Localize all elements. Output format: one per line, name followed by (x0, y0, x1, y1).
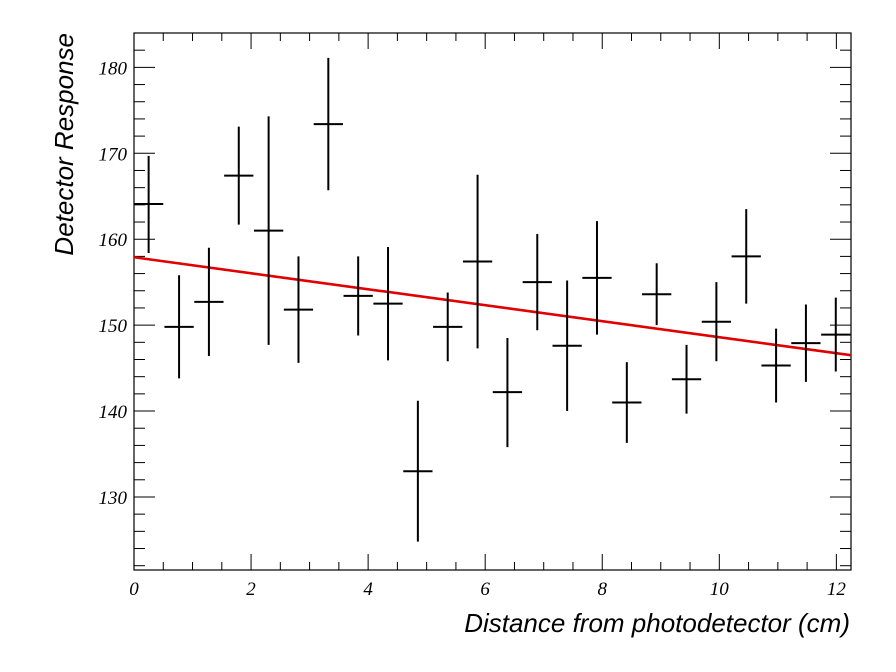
y-tick-label: 170 (99, 144, 128, 165)
x-tick-label: 10 (710, 579, 730, 600)
plot-border (133, 32, 852, 571)
y-axis-title: Detector Response (49, 33, 79, 256)
data-point (612, 362, 642, 443)
x-tick-label: 4 (363, 579, 373, 600)
data-point (731, 209, 761, 304)
data-point (373, 246, 403, 361)
fit-line (133, 255, 852, 357)
data-point (253, 116, 284, 345)
x-axis-ticks: 0 2 4 6 8 10 12 (129, 33, 846, 600)
data-point (164, 275, 194, 379)
x-tick-label: 2 (246, 579, 256, 600)
data-point (224, 126, 254, 225)
data-point (134, 155, 164, 253)
x-tick-label: 6 (480, 579, 490, 600)
y-tick-label: 140 (99, 402, 128, 423)
data-point (582, 221, 612, 335)
x-tick-label: 8 (597, 579, 607, 600)
data-point (462, 174, 493, 349)
data-point (492, 338, 523, 448)
x-tick-label: 0 (129, 579, 139, 600)
data-point (791, 304, 821, 382)
data-point (433, 292, 463, 362)
data-point (522, 234, 552, 331)
data-point (701, 282, 732, 362)
data-point (552, 280, 582, 412)
data-point (283, 256, 314, 363)
y-tick-label: 180 (99, 58, 128, 79)
y-tick-label: 160 (99, 230, 128, 251)
data-points-layer (134, 57, 851, 542)
y-axis-ticks: 130 140 150 160 170 180 (99, 32, 851, 567)
y-tick-label: 150 (99, 316, 128, 337)
plot-frame (133, 32, 852, 571)
data-point (761, 328, 791, 403)
x-tick-label: 12 (827, 579, 847, 600)
data-point (403, 400, 433, 542)
data-point (821, 297, 851, 372)
data-point (313, 57, 343, 191)
x-axis-title: Distance from photodetector (cm) (464, 608, 850, 638)
fit-line-layer (133, 255, 852, 357)
data-point (343, 256, 373, 336)
data-point (194, 247, 224, 357)
data-point (642, 263, 672, 326)
y-tick-label: 130 (99, 488, 128, 509)
data-point (671, 344, 702, 414)
